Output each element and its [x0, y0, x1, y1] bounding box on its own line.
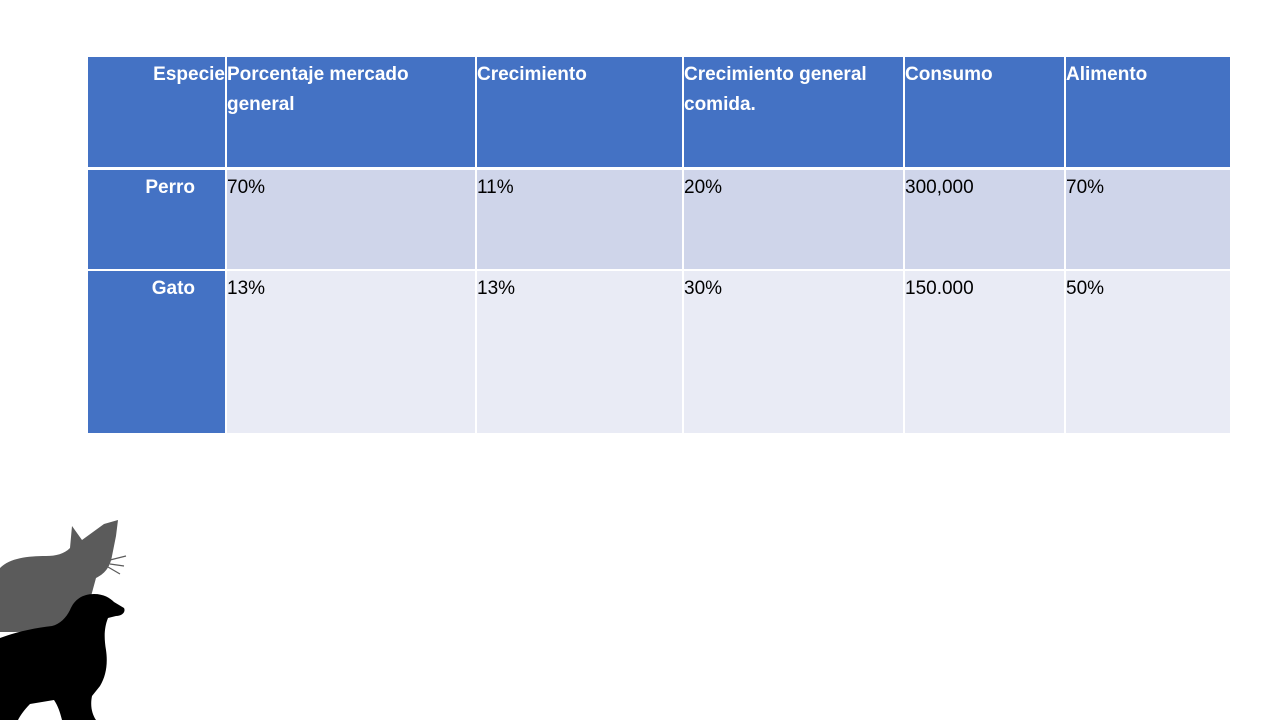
cell-crecimiento: 11%	[476, 168, 684, 271]
row-label-perro: Perro	[88, 168, 227, 271]
species-market-table: Especie Porcentaje mercado general Creci…	[88, 57, 1230, 435]
cell-crecimiento-general: 20%	[683, 168, 905, 271]
dog-silhouette-icon	[0, 594, 125, 720]
header-especie: Especie	[88, 57, 227, 170]
cell-crecimiento: 13%	[476, 270, 684, 435]
cell-porcentaje: 13%	[226, 270, 477, 435]
row-label-gato: Gato	[88, 270, 227, 435]
cell-consumo: 150.000	[904, 270, 1066, 435]
header-alimento: Alimento	[1065, 57, 1230, 170]
header-crecimiento: Crecimiento	[476, 57, 684, 170]
cell-crecimiento-general: 30%	[683, 270, 905, 435]
cell-consumo: 300,000	[904, 168, 1066, 271]
header-porcentaje-mercado: Porcentaje mercado general	[226, 57, 477, 170]
pets-illustration	[0, 520, 127, 720]
header-consumo: Consumo	[904, 57, 1066, 170]
cell-porcentaje: 70%	[226, 168, 477, 271]
header-crecimiento-general: Crecimiento general comida.	[683, 57, 905, 170]
table-row: Gato 13% 13% 30% 150.000 50%	[88, 270, 1230, 435]
cell-alimento: 70%	[1065, 168, 1230, 271]
table-row: Perro 70% 11% 20% 300,000 70%	[88, 168, 1230, 271]
table-header-row: Especie Porcentaje mercado general Creci…	[88, 57, 1230, 170]
cell-alimento: 50%	[1065, 270, 1230, 435]
